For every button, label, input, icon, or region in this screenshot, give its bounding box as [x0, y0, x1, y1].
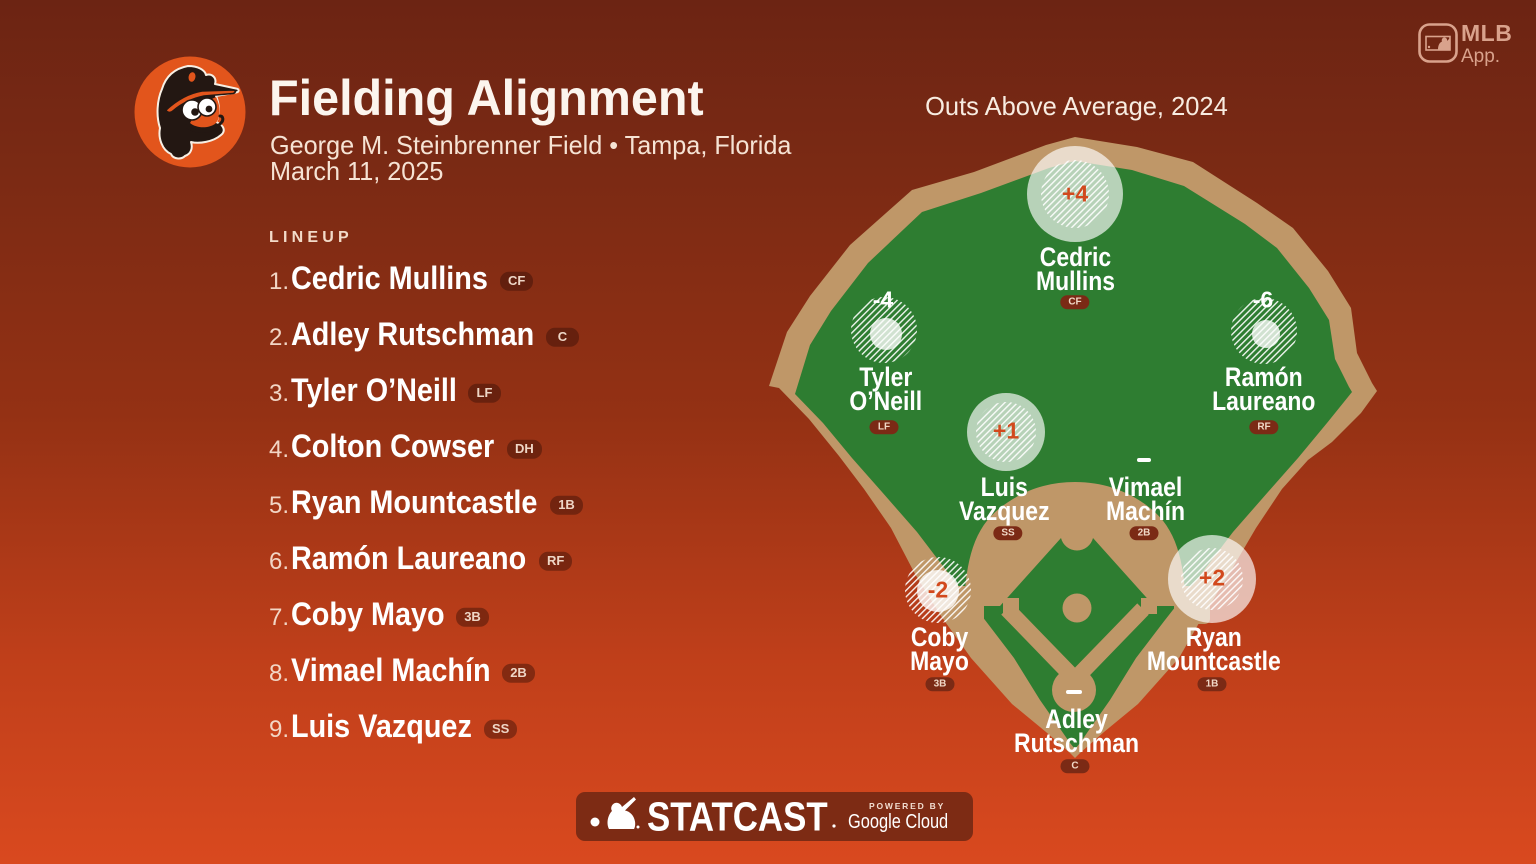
svg-text:STATCAST: STATCAST [647, 795, 828, 840]
svg-text:Google Cloud: Google Cloud [848, 809, 948, 832]
svg-text:POWERED BY: POWERED BY [869, 801, 945, 811]
